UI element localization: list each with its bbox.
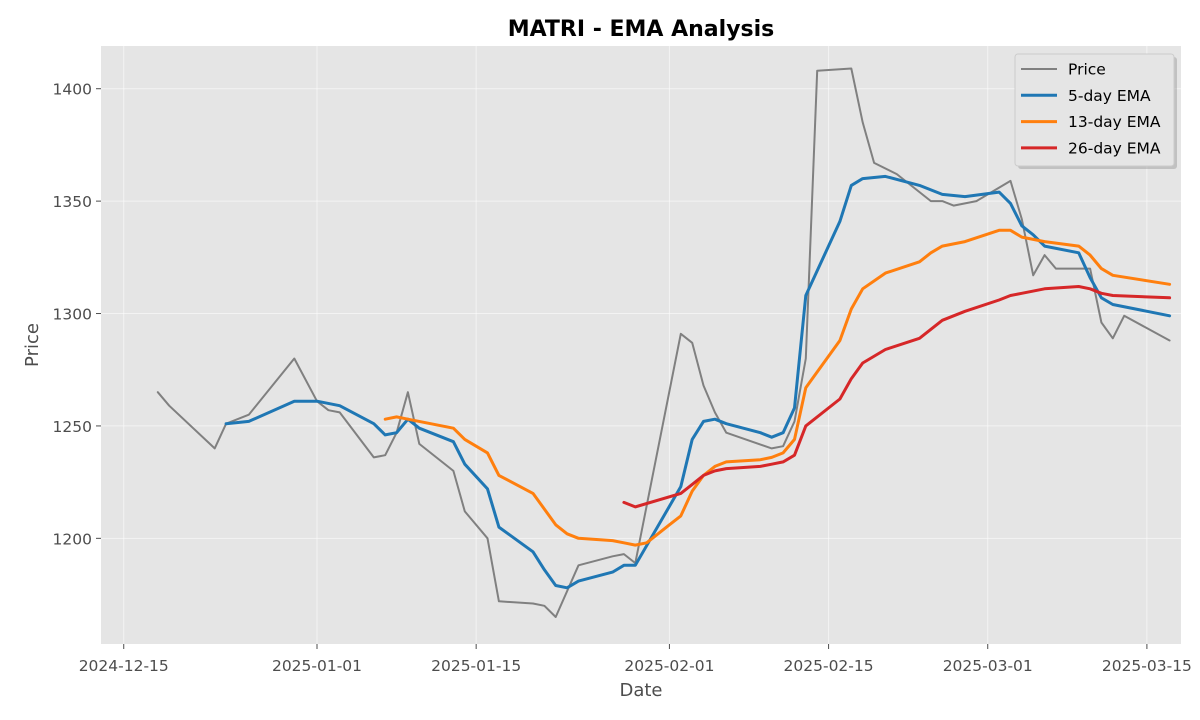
x-tick-label: 2025-02-15 (784, 657, 874, 675)
y-axis-label: Price (22, 323, 43, 367)
x-tick-label: 2025-01-01 (272, 657, 362, 675)
y-tick-label: 1250 (53, 418, 92, 436)
x-tick-label: 2025-02-01 (624, 657, 714, 675)
x-axis-label: Date (619, 680, 662, 701)
grid-lines (101, 46, 1181, 644)
legend-box (1014, 53, 1175, 167)
legend-label-13-day-ema: 13-day EMA (1068, 113, 1161, 131)
x-tick-label: 2024-12-15 (79, 657, 169, 675)
legend-label-5-day-ema: 5-day EMA (1068, 87, 1151, 105)
series-line-13-day-ema (383, 228, 1172, 547)
y-tick-label: 1200 (53, 530, 92, 548)
series-line-price (156, 67, 1171, 618)
y-tick-label: 1350 (53, 193, 92, 211)
y-tick-label: 1300 (53, 306, 92, 324)
x-tick-label: 2025-03-15 (1102, 657, 1192, 675)
y-tick-label: 1400 (53, 81, 92, 99)
chart-title: MATRI - EMA Analysis (508, 17, 775, 42)
y-axis: 1200 1250 1300 1350 1400 (53, 81, 101, 548)
legend-label-26-day-ema: 26-day EMA (1068, 139, 1161, 157)
x-tick-label: 2025-01-15 (431, 657, 521, 675)
legend-label-price: Price (1068, 61, 1106, 79)
x-axis: 2024-12-15 2025-01-01 2025-01-15 2025-02-01… (79, 644, 1192, 675)
x-tick-label: 2025-03-01 (943, 657, 1033, 675)
legend: Price 5-day EMA 13-day EMA 26-day EMA (1014, 53, 1177, 169)
series-line-26-day-ema (622, 285, 1172, 509)
series-lines (156, 67, 1172, 618)
